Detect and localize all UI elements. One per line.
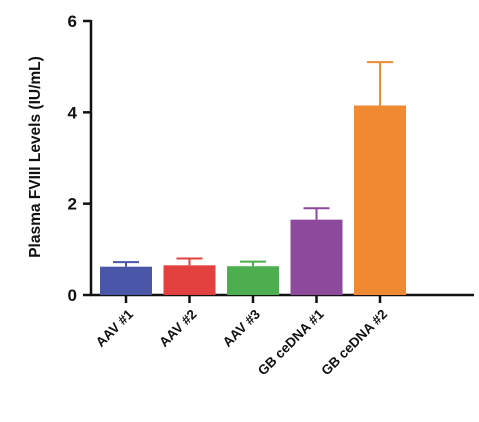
- bar: [100, 266, 152, 295]
- x-tick-label: GB ceDNA #2: [318, 307, 390, 379]
- error-bars-group: [113, 61, 393, 267]
- bar: [163, 265, 216, 295]
- axes: [89, 20, 474, 297]
- bar: [227, 266, 279, 295]
- x-tick-label: AAV #2: [156, 307, 199, 350]
- y-tick-label: 4: [68, 103, 78, 122]
- bar: [354, 105, 406, 295]
- x-tick-label: AAV #3: [220, 306, 264, 350]
- x-labels-group: AAV #1 AAV #2 AAV #3GB ceDNA #1GB ceDNA #2: [93, 295, 390, 378]
- y-tick-label: 0: [68, 286, 77, 305]
- bar: [290, 219, 343, 295]
- bars-group: [100, 105, 406, 295]
- y-tick-label: 2: [68, 195, 77, 214]
- y-axis-title: Plasma FVIII Levels (IU/mL): [27, 56, 44, 258]
- y-ticks-group: 0 2 4 6: [68, 12, 91, 305]
- x-tick-label: AAV #1: [93, 306, 137, 350]
- x-tick-label: GB ceDNA #1: [255, 306, 327, 378]
- y-tick-label: 6: [68, 12, 77, 31]
